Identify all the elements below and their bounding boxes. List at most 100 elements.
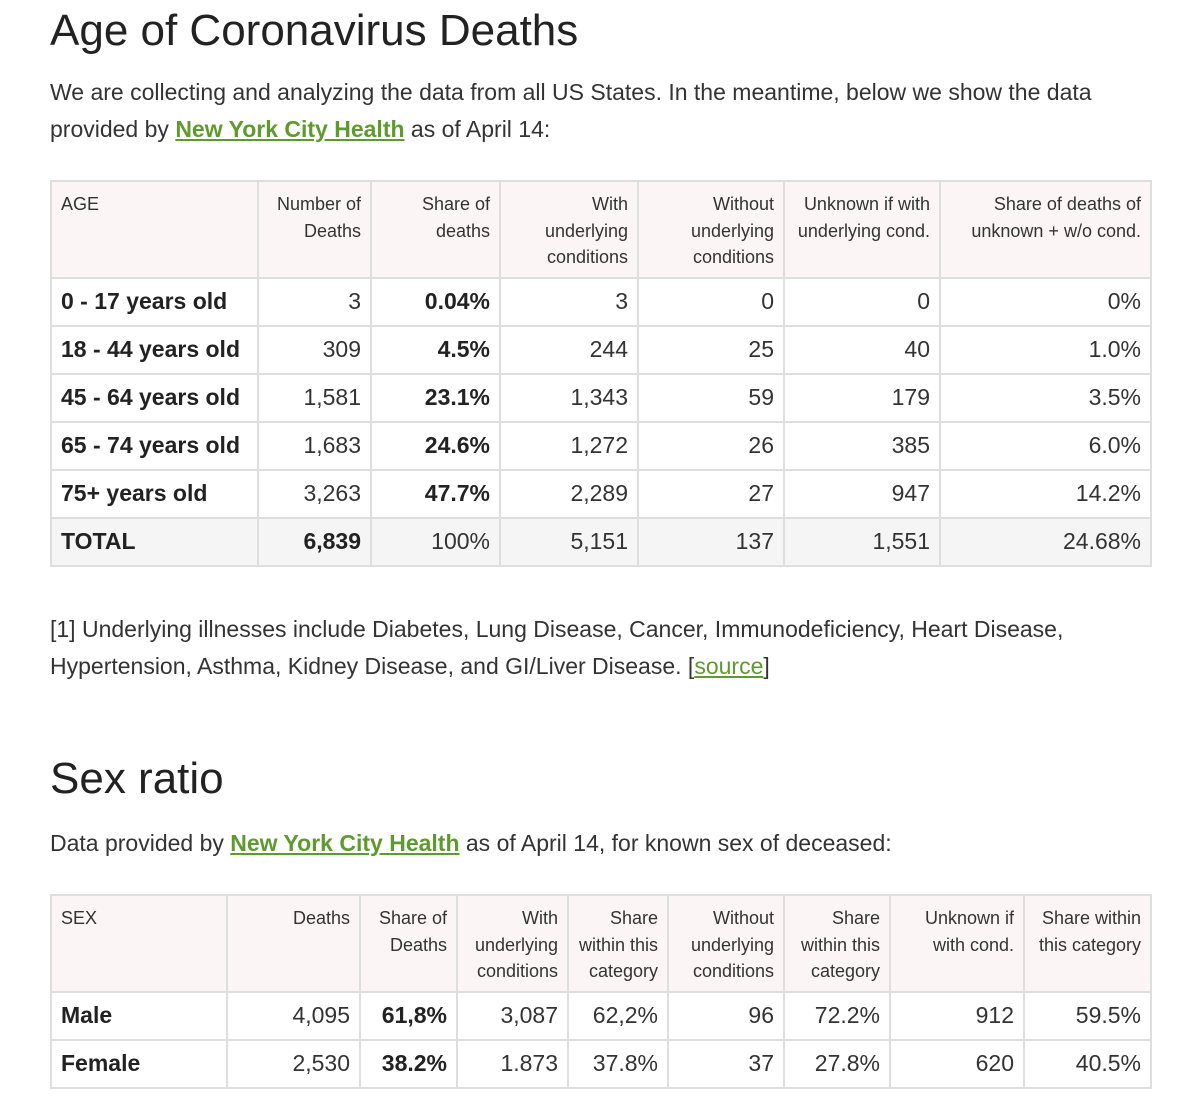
total-row: TOTAL 6,839 100% 5,151 137 1,551 24.68% bbox=[50, 516, 1152, 567]
sex-intro-text: Data provided by bbox=[50, 830, 231, 856]
footnote-end: ] bbox=[763, 653, 770, 679]
column-header: SEX bbox=[50, 894, 228, 993]
age-group-label: 18 - 44 years old bbox=[50, 324, 259, 375]
table-row: 45 - 64 years old 1,581 23.1% 1,343 59 1… bbox=[50, 372, 1152, 423]
table-row: Female 2,530 38.2% 1.873 37.8% 37 27.8% … bbox=[50, 1038, 1152, 1089]
column-header: Without underlying conditions bbox=[667, 894, 785, 993]
sex-label: Female bbox=[50, 1038, 228, 1089]
footnote: [1] Underlying illnesses include Diabete… bbox=[50, 611, 1150, 685]
table-cell: 4.5% bbox=[370, 324, 501, 375]
column-header: Share of deaths of unknown + w/o cond. bbox=[939, 180, 1152, 279]
age-intro-text: We are collecting and analyzing the data… bbox=[50, 79, 1092, 142]
column-header: With underlying conditions bbox=[499, 180, 639, 279]
table-cell: 38.2% bbox=[359, 1038, 458, 1089]
table-cell: 37.8% bbox=[567, 1038, 669, 1089]
table-cell: 244 bbox=[499, 324, 639, 375]
table-header-row: SEX Deaths Share of Deaths With underlyi… bbox=[50, 894, 1152, 993]
table-cell: 27 bbox=[637, 468, 785, 519]
age-section-title: Age of Coronavirus Deaths bbox=[50, 6, 579, 55]
column-header: Number of Deaths bbox=[257, 180, 372, 279]
age-group-label: 65 - 74 years old bbox=[50, 420, 259, 471]
age-intro-text-end: as of April 14: bbox=[404, 116, 551, 142]
sex-label: Male bbox=[50, 990, 228, 1041]
table-cell: 0.04% bbox=[370, 276, 501, 327]
sex-intro-text-end: as of April 14, for known sex of decease… bbox=[459, 830, 892, 856]
table-cell: 59.5% bbox=[1023, 990, 1152, 1041]
age-group-label: 0 - 17 years old bbox=[50, 276, 259, 327]
table-cell: 100% bbox=[370, 516, 501, 567]
table-cell: 62,2% bbox=[567, 990, 669, 1041]
table-cell: 37 bbox=[667, 1038, 785, 1089]
table-cell: 59 bbox=[637, 372, 785, 423]
table-cell: 1,683 bbox=[257, 420, 372, 471]
table-cell: 1,551 bbox=[783, 516, 941, 567]
column-header: Share within this category bbox=[567, 894, 669, 993]
table-cell: 72.2% bbox=[783, 990, 891, 1041]
table-cell: 912 bbox=[889, 990, 1025, 1041]
table-cell: 385 bbox=[783, 420, 941, 471]
table-row: 75+ years old 3,263 47.7% 2,289 27 947 1… bbox=[50, 468, 1152, 519]
table-cell: 6.0% bbox=[939, 420, 1152, 471]
sex-deaths-table: SEX Deaths Share of Deaths With underlyi… bbox=[50, 894, 1152, 1089]
source-link[interactable]: source bbox=[694, 653, 764, 679]
table-cell: 620 bbox=[889, 1038, 1025, 1089]
age-group-label: 75+ years old bbox=[50, 468, 259, 519]
table-cell: 1,581 bbox=[257, 372, 372, 423]
age-intro-paragraph: We are collecting and analyzing the data… bbox=[50, 74, 1150, 148]
table-row: 0 - 17 years old 3 0.04% 3 0 0 0% bbox=[50, 276, 1152, 327]
table-cell: 1,343 bbox=[499, 372, 639, 423]
table-cell: 3,087 bbox=[456, 990, 569, 1041]
column-header: Share within this category bbox=[783, 894, 891, 993]
table-cell: 1,272 bbox=[499, 420, 639, 471]
table-cell: 27.8% bbox=[783, 1038, 891, 1089]
nyc-health-link[interactable]: New York City Health bbox=[175, 116, 405, 142]
column-header: Deaths bbox=[226, 894, 361, 993]
table-cell: 0 bbox=[637, 276, 785, 327]
total-label: TOTAL bbox=[50, 516, 259, 567]
table-cell: 137 bbox=[637, 516, 785, 567]
table-cell: 6,839 bbox=[257, 516, 372, 567]
age-group-label: 45 - 64 years old bbox=[50, 372, 259, 423]
table-cell: 5,151 bbox=[499, 516, 639, 567]
table-cell: 309 bbox=[257, 324, 372, 375]
table-cell: 26 bbox=[637, 420, 785, 471]
table-cell: 0% bbox=[939, 276, 1152, 327]
table-row: 18 - 44 years old 309 4.5% 244 25 40 1.0… bbox=[50, 324, 1152, 375]
sex-section-title: Sex ratio bbox=[50, 754, 224, 803]
column-header: AGE bbox=[50, 180, 259, 279]
table-cell: 14.2% bbox=[939, 468, 1152, 519]
age-deaths-table: AGE Number of Deaths Share of deaths Wit… bbox=[50, 180, 1152, 567]
table-cell: 3.5% bbox=[939, 372, 1152, 423]
column-header: Share of Deaths bbox=[359, 894, 458, 993]
table-cell: 24.68% bbox=[939, 516, 1152, 567]
table-cell: 4,095 bbox=[226, 990, 361, 1041]
table-cell: 25 bbox=[637, 324, 785, 375]
table-row: Male 4,095 61,8% 3,087 62,2% 96 72.2% 91… bbox=[50, 990, 1152, 1041]
table-cell: 1.873 bbox=[456, 1038, 569, 1089]
table-header-row: AGE Number of Deaths Share of deaths Wit… bbox=[50, 180, 1152, 279]
footnote-text: [1] Underlying illnesses include Diabete… bbox=[50, 616, 1064, 679]
table-cell: 40 bbox=[783, 324, 941, 375]
table-cell: 47.7% bbox=[370, 468, 501, 519]
table-cell: 2,289 bbox=[499, 468, 639, 519]
column-header: With underlying conditions bbox=[456, 894, 569, 993]
column-header: Share of deaths bbox=[370, 180, 501, 279]
column-header: Share within this category bbox=[1023, 894, 1152, 993]
table-cell: 3 bbox=[499, 276, 639, 327]
column-header: Unknown if with underlying cond. bbox=[783, 180, 941, 279]
column-header: Without underlying conditions bbox=[637, 180, 785, 279]
table-cell: 947 bbox=[783, 468, 941, 519]
column-header: Unknown if with cond. bbox=[889, 894, 1025, 993]
table-cell: 24.6% bbox=[370, 420, 501, 471]
table-cell: 96 bbox=[667, 990, 785, 1041]
table-row: 65 - 74 years old 1,683 24.6% 1,272 26 3… bbox=[50, 420, 1152, 471]
table-cell: 0 bbox=[783, 276, 941, 327]
table-cell: 179 bbox=[783, 372, 941, 423]
nyc-health-link[interactable]: New York City Health bbox=[230, 830, 460, 856]
table-cell: 3 bbox=[257, 276, 372, 327]
table-cell: 23.1% bbox=[370, 372, 501, 423]
table-cell: 3,263 bbox=[257, 468, 372, 519]
table-cell: 2,530 bbox=[226, 1038, 361, 1089]
table-cell: 40.5% bbox=[1023, 1038, 1152, 1089]
